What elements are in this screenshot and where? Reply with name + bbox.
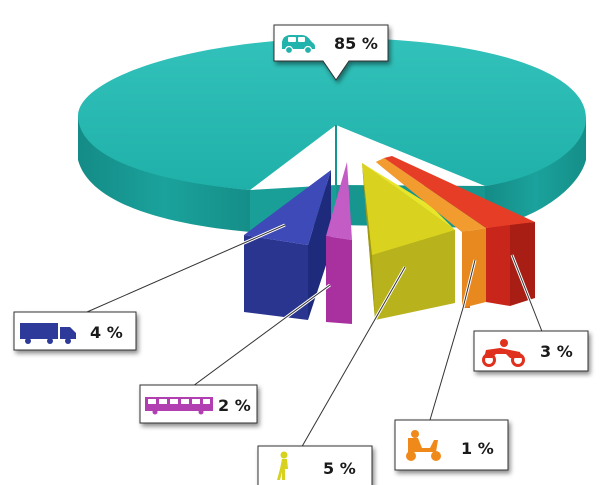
pie-slice-motorcycle (384, 156, 535, 306)
callout-pedestrian: 5 % (257, 445, 373, 485)
label-scooter: 1 % (461, 439, 494, 458)
label-motorcycle: 3 % (540, 342, 573, 361)
scooter-icon (406, 430, 441, 461)
pie-slice-bus (326, 162, 352, 324)
callout-motorcycle: 3 % (473, 330, 589, 372)
motorcycle-icon (482, 339, 525, 367)
truck-icon (20, 323, 76, 344)
pie-slice-pedestrian (362, 163, 455, 320)
callout-truck: 4 % (13, 311, 137, 351)
pedestrian-icon (277, 451, 288, 480)
callout-scooter: 1 % (394, 419, 509, 471)
label-truck: 4 % (90, 323, 123, 342)
callout-car: 85 % (273, 24, 389, 81)
bus-icon (145, 397, 213, 415)
label-car: 85 % (334, 34, 378, 53)
pie-slice-truck (244, 170, 331, 320)
label-pedestrian: 5 % (323, 459, 356, 478)
car-icon (282, 35, 315, 55)
callout-bus: 2 % (139, 384, 258, 424)
label-bus: 2 % (218, 396, 251, 415)
